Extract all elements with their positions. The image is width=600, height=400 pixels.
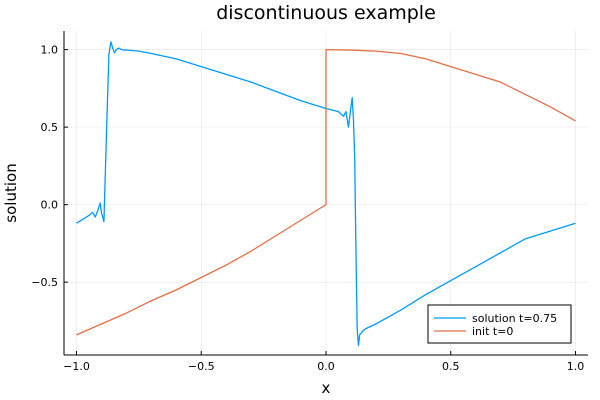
legend-label-1: solution t=0.75 — [472, 312, 557, 325]
x-tick-label: −1.0 — [63, 360, 90, 373]
legend-box — [427, 304, 572, 344]
y-axis-label: solution — [2, 163, 20, 222]
x-tick-label: −0.5 — [188, 360, 215, 373]
series-line-1 — [76, 41, 576, 347]
series-layer — [76, 41, 576, 347]
x-tick-label: 0.0 — [317, 360, 335, 373]
x-axis-label: x — [322, 379, 331, 397]
chart-title: discontinuous example — [216, 2, 436, 24]
x-tick-label: 0.5 — [442, 360, 460, 373]
y-tick-label: 0.5 — [41, 121, 59, 134]
y-tick-label: −0.5 — [31, 276, 58, 289]
y-tick-label: 0.0 — [41, 199, 59, 212]
legend-label-2: init t=0 — [472, 325, 513, 338]
series-line-2 — [76, 48, 576, 336]
x-tick-label: 1.0 — [567, 360, 585, 373]
axes: −1.0 −0.5 0.0 0.5 1.0 −0.5 0.0 0.5 1.0 — [31, 31, 588, 373]
y-tick-label: 1.0 — [41, 44, 59, 57]
